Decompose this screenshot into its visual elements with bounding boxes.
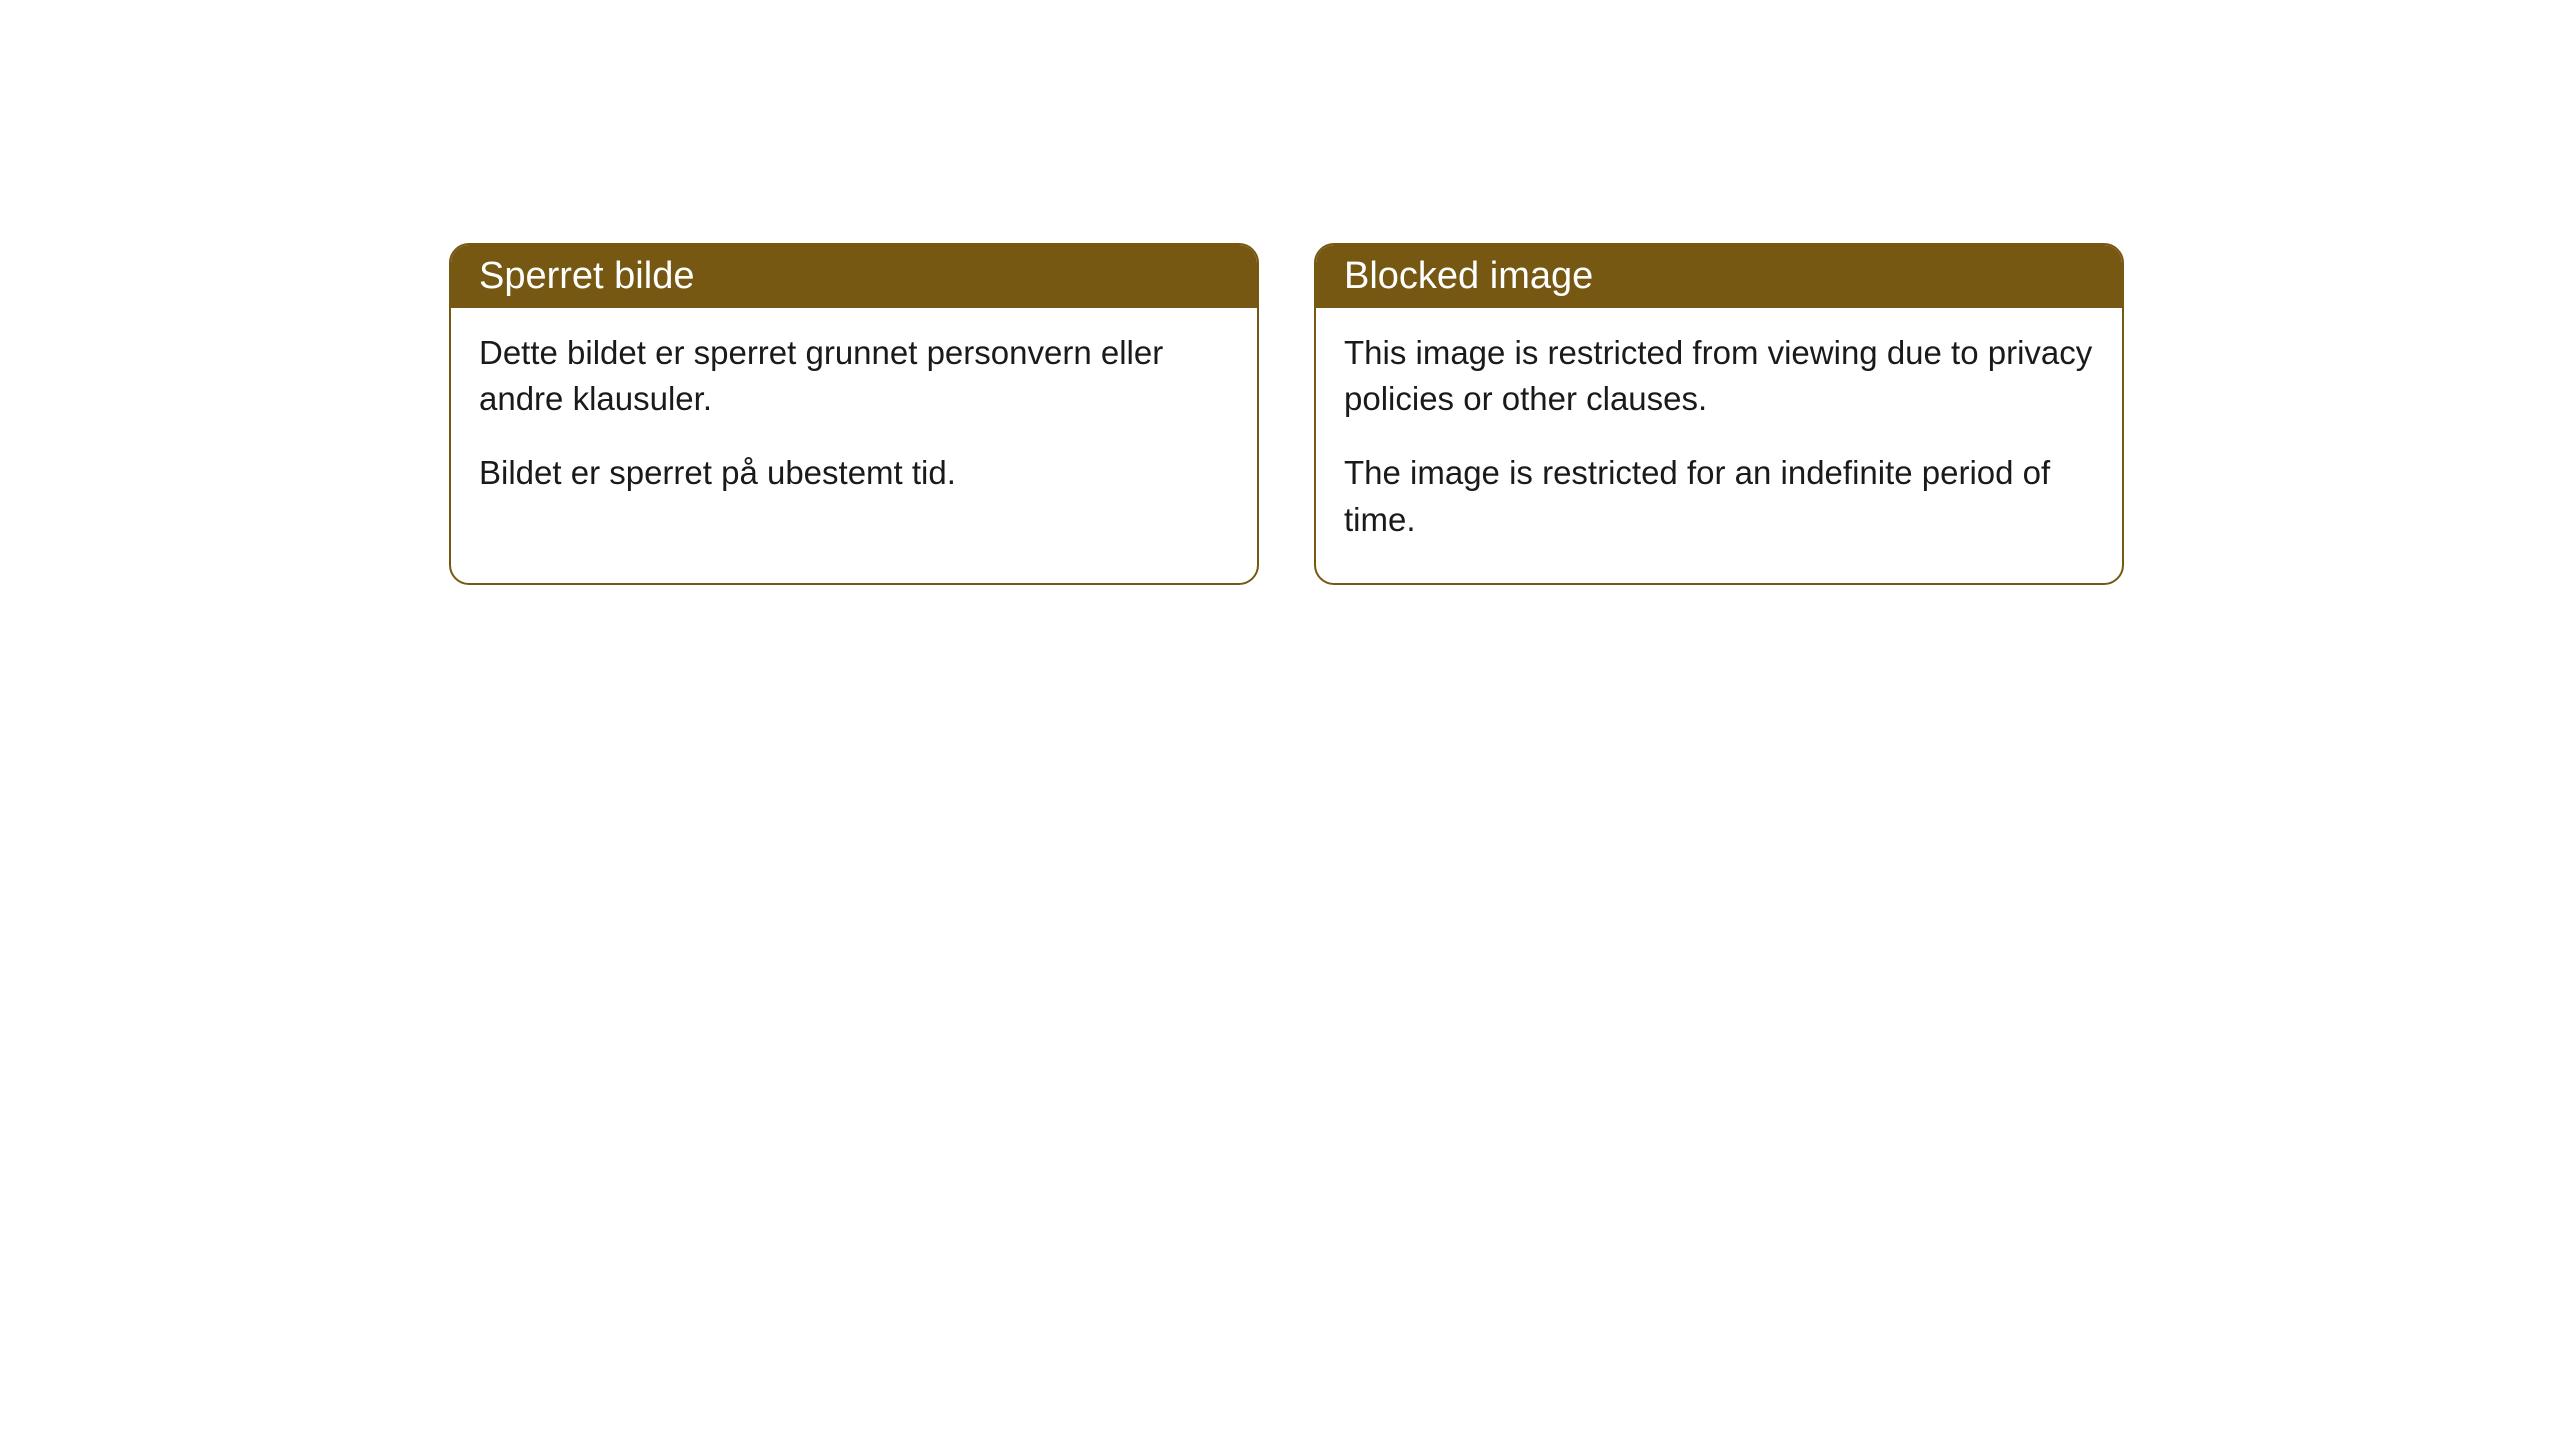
card-body-english: This image is restricted from viewing du… xyxy=(1316,308,2122,583)
notice-card-english: Blocked image This image is restricted f… xyxy=(1314,243,2124,585)
card-paragraph-1: Dette bildet er sperret grunnet personve… xyxy=(479,330,1229,422)
card-body-norwegian: Dette bildet er sperret grunnet personve… xyxy=(451,308,1257,537)
notice-card-norwegian: Sperret bilde Dette bildet er sperret gr… xyxy=(449,243,1259,585)
card-header-norwegian: Sperret bilde xyxy=(451,245,1257,308)
card-header-english: Blocked image xyxy=(1316,245,2122,308)
notice-cards-container: Sperret bilde Dette bildet er sperret gr… xyxy=(449,243,2124,585)
card-title: Sperret bilde xyxy=(479,255,694,297)
card-paragraph-1: This image is restricted from viewing du… xyxy=(1344,330,2094,422)
card-paragraph-2: The image is restricted for an indefinit… xyxy=(1344,450,2094,542)
card-title: Blocked image xyxy=(1344,255,1593,297)
card-paragraph-2: Bildet er sperret på ubestemt tid. xyxy=(479,450,1229,496)
